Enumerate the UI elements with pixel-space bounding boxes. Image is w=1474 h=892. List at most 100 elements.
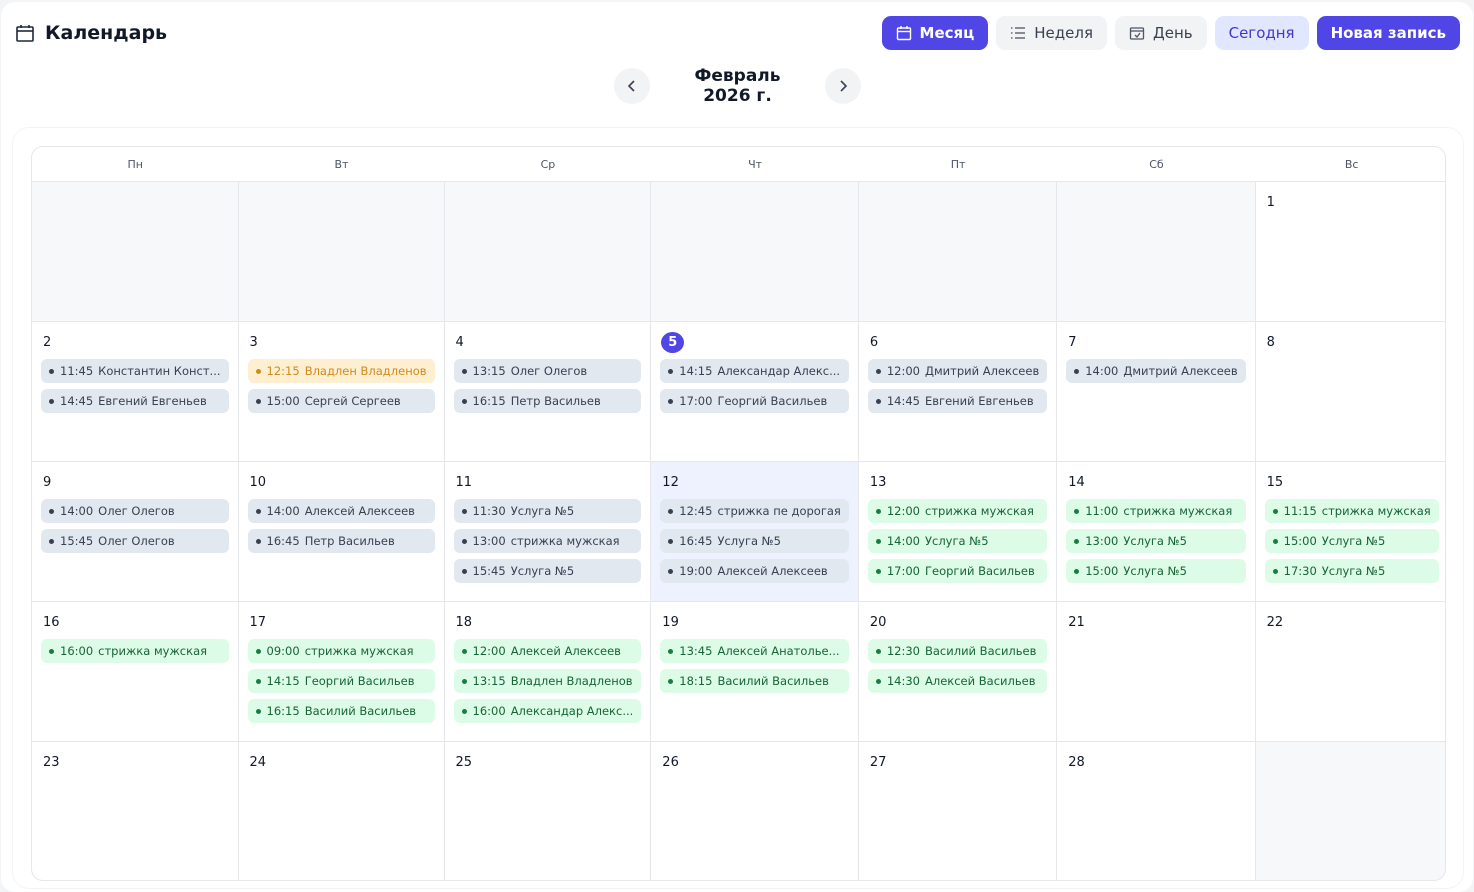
day-cell[interactable]: 17 09:00 стрижка мужская 14:15 Георгий Васил…: [238, 601, 445, 741]
day-view-button[interactable]: День: [1115, 16, 1207, 50]
day-cell[interactable]: 12 12:45 стрижка пе дорогая 16:45 Услуга №5 1…: [651, 461, 859, 601]
event-chip[interactable]: 14:00 Алексей Алексеев: [247, 499, 435, 523]
event-chip[interactable]: 15:45 Олег Олегов: [41, 529, 229, 553]
event-time: 14:45: [60, 394, 94, 408]
day-cell[interactable]: 28: [1057, 741, 1256, 880]
day-cell[interactable]: 19 13:45 Алексей Анатолье... 18:15 Василий В…: [651, 601, 859, 741]
day-cell[interactable]: 23: [32, 741, 239, 880]
event-chip[interactable]: 19:00 Алексей Алексеев: [660, 559, 849, 583]
event-chip[interactable]: 13:45 Алексей Анатолье...: [660, 639, 849, 663]
day-cell[interactable]: 18 12:00 Алексей Алексеев 13:15 Владлен Влад…: [444, 601, 652, 741]
day-cell[interactable]: 24: [238, 741, 445, 880]
event-title: Услуга №5: [717, 534, 781, 548]
event-chip[interactable]: 16:45 Услуга №5: [660, 529, 849, 553]
event-chip[interactable]: 11:00 стрижка мужская: [1066, 499, 1246, 523]
page-title: Календарь: [15, 22, 167, 44]
event-chip[interactable]: 14:45 Евгений Евгеньев: [867, 389, 1048, 413]
day-cell[interactable]: 3 12:15 Владлен Владленов 15:00 Сергей Серге…: [238, 321, 445, 461]
event-title: Услуга №5: [510, 504, 575, 518]
day-cell[interactable]: 1: [1255, 181, 1445, 321]
event-time: 14:45: [886, 394, 920, 408]
week-view-button[interactable]: Неделя: [996, 16, 1107, 50]
event-chip[interactable]: 13:15 Владлен Владленов: [453, 669, 642, 693]
event-time: 11:15: [1283, 504, 1317, 518]
event-chip[interactable]: 13:00 Услуга №5: [1066, 529, 1246, 553]
event-title: стрижка пе дорогая: [717, 504, 841, 518]
day-cell[interactable]: 10 14:00 Алексей Алексеев 16:45 Петр Василье…: [238, 461, 445, 601]
event-chip[interactable]: 11:45 Константин Конст...: [41, 359, 229, 383]
event-chip[interactable]: 15:00 Услуга №5: [1066, 559, 1246, 583]
status-dot-icon: [255, 508, 261, 514]
event-chip[interactable]: 16:00 стрижка мужская: [41, 639, 229, 663]
day-cell[interactable]: 9 14:00 Олег Олегов 15:45 Олег Олегов: [32, 461, 239, 601]
event-chip[interactable]: 09:00 стрижка мужская: [247, 639, 435, 663]
event-chip[interactable]: 12:00 Алексей Алексеев: [453, 639, 642, 663]
event-title: Евгений Евгеньев: [925, 394, 1034, 408]
event-title: Олег Олегов: [98, 534, 175, 548]
event-chip[interactable]: 12:30 Василий Васильев: [867, 639, 1048, 663]
event-chip[interactable]: 16:00 Александар Алекс...: [453, 699, 642, 723]
new-entry-button[interactable]: Новая запись: [1316, 16, 1460, 50]
day-cell[interactable]: 15 11:15 стрижка мужская 15:00 Услуга №5 17:3…: [1255, 461, 1445, 601]
day-cell[interactable]: 5 14:15 Александар Алекс... 17:00 Георгий Ва…: [651, 321, 859, 461]
status-dot-icon: [875, 678, 881, 684]
day-cell[interactable]: 26: [651, 741, 859, 880]
event-chip[interactable]: 14:00 Дмитрий Алексеев: [1066, 359, 1246, 383]
day-cell[interactable]: 13 12:00 стрижка мужская 14:00 Услуга №5 17:0…: [858, 461, 1058, 601]
next-month-button[interactable]: [825, 68, 861, 104]
weekday-header: Сб: [1149, 157, 1164, 171]
status-dot-icon: [461, 708, 467, 714]
day-cell[interactable]: 11 11:30 Услуга №5 13:00 стрижка мужская 15:4…: [444, 461, 652, 601]
event-chip[interactable]: 11:15 стрижка мужская: [1264, 499, 1439, 523]
page-title-text: Календарь: [45, 22, 168, 44]
day-cell[interactable]: 4 13:15 Олег Олегов 16:15 Петр Васильев: [444, 321, 652, 461]
day-cell[interactable]: 6 12:00 Дмитрий Алексеев 14:45 Евгений Евген…: [858, 321, 1058, 461]
event-chip[interactable]: 14:00 Услуга №5: [867, 529, 1048, 553]
status-dot-icon: [1074, 568, 1080, 574]
event-chip[interactable]: 14:15 Александар Алекс...: [660, 359, 849, 383]
event-chip[interactable]: 16:45 Петр Васильев: [247, 529, 435, 553]
event-chip[interactable]: 14:30 Алексей Васильев: [867, 669, 1048, 693]
event-chip[interactable]: 12:00 стрижка мужская: [867, 499, 1048, 523]
event-chip[interactable]: 11:30 Услуга №5: [453, 499, 642, 523]
day-cell[interactable]: 2 11:45 Константин Конст... 14:45 Евгений Ев…: [32, 321, 239, 461]
event-chip[interactable]: 15:00 Сергей Сергеев: [247, 389, 435, 413]
day-cell[interactable]: 20 12:30 Василий Васильев 14:30 Алексей Васи…: [858, 601, 1058, 741]
status-dot-icon: [461, 678, 467, 684]
event-title: стрижка мужская: [510, 534, 620, 548]
weekday-header: Вт: [334, 157, 349, 171]
event-chip[interactable]: 13:00 стрижка мужская: [453, 529, 642, 553]
event-chip[interactable]: 12:45 стрижка пе дорогая: [660, 499, 849, 523]
event-chip[interactable]: 14:15 Георгий Васильев: [247, 669, 435, 693]
event-chip[interactable]: 14:45 Евгений Евгеньев: [41, 389, 229, 413]
event-time: 14:00: [886, 534, 920, 548]
event-chip[interactable]: 17:00 Георгий Васильев: [660, 389, 849, 413]
day-cell[interactable]: 16 16:00 стрижка мужская: [32, 601, 239, 741]
event-chip[interactable]: 16:15 Петр Васильев: [453, 389, 642, 413]
day-cell[interactable]: 21: [1057, 601, 1256, 741]
event-chip[interactable]: 12:00 Дмитрий Алексеев: [867, 359, 1048, 383]
event-chip[interactable]: 13:15 Олег Олегов: [453, 359, 642, 383]
event-time: 12:45: [679, 504, 713, 518]
event-chip[interactable]: 14:00 Олег Олегов: [41, 499, 229, 523]
event-title: Дмитрий Алексеев: [1123, 364, 1238, 378]
event-chip[interactable]: 12:15 Владлен Владленов: [247, 359, 435, 383]
event-chip[interactable]: 18:15 Василий Васильев: [660, 669, 849, 693]
day-cell[interactable]: 7 14:00 Дмитрий Алексеев: [1057, 321, 1256, 461]
today-button[interactable]: Сегодня: [1214, 16, 1309, 50]
event-chip[interactable]: 15:00 Услуга №5: [1264, 529, 1439, 553]
status-dot-icon: [461, 398, 467, 404]
event-chip[interactable]: 16:15 Василий Васильев: [247, 699, 435, 723]
day-cell[interactable]: 8: [1255, 321, 1445, 461]
event-chip[interactable]: 15:45 Услуга №5: [453, 559, 642, 583]
event-chip[interactable]: 17:30 Услуга №5: [1264, 559, 1439, 583]
event-time: 12:15: [266, 364, 300, 378]
day-cell[interactable]: 27: [858, 741, 1058, 880]
event-chip[interactable]: 17:00 Георгий Васильев: [867, 559, 1048, 583]
event-title: стрижка мужская: [98, 644, 208, 658]
day-cell[interactable]: 14 11:00 стрижка мужская 13:00 Услуга №5 15:0…: [1057, 461, 1256, 601]
day-cell[interactable]: 25: [444, 741, 652, 880]
prev-month-button[interactable]: [614, 68, 650, 104]
day-cell[interactable]: 22: [1255, 601, 1445, 741]
month-view-button[interactable]: Месяц: [881, 16, 989, 50]
